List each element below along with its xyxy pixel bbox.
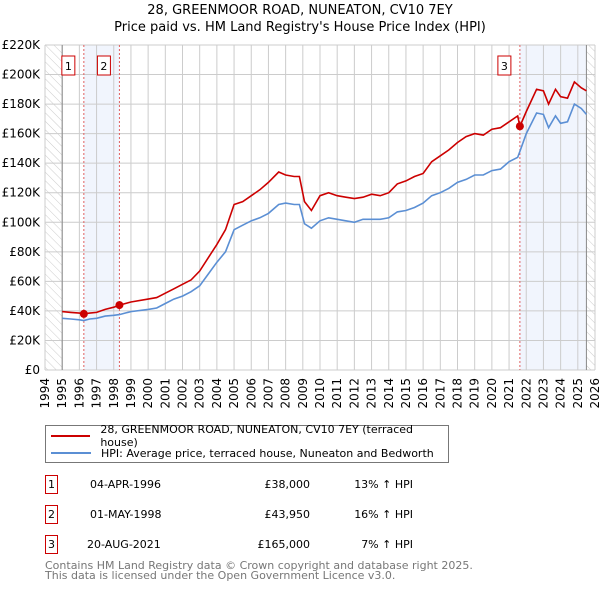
sale-badge-box [61, 55, 76, 76]
x-tick-label: 1997 [90, 378, 104, 409]
ownership-shade [519, 45, 587, 370]
y-tick-label: £0 [25, 363, 40, 377]
sale-date: 20-AUG-2021 [87, 538, 161, 551]
x-tick-label: 2026 [588, 378, 600, 409]
sale-badge: 1 [45, 475, 58, 494]
x-tick-label: 2007 [261, 378, 275, 409]
x-tick-label: 2004 [210, 378, 224, 409]
no-data-region [586, 45, 595, 370]
sale-hpi: 13% ↑ HPI [354, 478, 413, 491]
series-line [62, 80, 587, 315]
x-tick-label: 2021 [502, 378, 516, 409]
x-tick-label: 1999 [124, 378, 138, 409]
x-tick-label: 2005 [227, 378, 241, 409]
sale-point [79, 309, 88, 318]
x-tick-label: 2023 [536, 378, 550, 409]
y-tick-label: £80K [9, 245, 41, 259]
x-tick-label: 2009 [296, 378, 310, 409]
x-tick-label: 2025 [571, 378, 585, 409]
chart-subtitle: Price paid vs. HM Land Registry's House … [114, 20, 486, 35]
x-tick-label: 2002 [176, 378, 190, 409]
y-tick-label: £140K [2, 156, 42, 170]
x-tick-label: 2011 [330, 378, 344, 409]
price-chart: £0 £20K £40K £60K £80K £100K £120K £140K £160K £1… [2, 38, 600, 409]
y-tick-label: £60K [9, 274, 41, 288]
legend-item-property: 28, GREENMOOR ROAD, NUNEATON, CV10 7EY (… [46, 423, 448, 449]
y-tick-label: £160K [2, 127, 42, 141]
chart-title: 28, GREENMOOR ROAD, NUNEATON, CV10 7EY [147, 3, 453, 18]
legend: 28, GREENMOOR ROAD, NUNEATON, CV10 7EY (… [45, 423, 449, 463]
x-tick-label: 2014 [382, 378, 396, 409]
y-tick-label: £20K [9, 333, 41, 347]
sale-badge-label: 3 [501, 60, 508, 73]
x-tick-label: 2006 [244, 378, 258, 409]
sale-date: 01-MAY-1998 [90, 508, 162, 521]
legend-swatch-red [51, 435, 91, 437]
legend-swatch-blue [51, 452, 91, 454]
y-tick-label: £200K [2, 68, 42, 82]
sale-badge: 2 [45, 505, 58, 524]
sale-price: £43,950 [264, 508, 311, 521]
legend-label: 28, GREENMOOR ROAD, NUNEATON, CV10 7EY (… [100, 423, 414, 449]
x-tick-label: 1994 [38, 378, 52, 409]
table-row: 1 04-APR-1996 £38,000 13% ↑ HPI [45, 475, 465, 495]
x-tick-label: 2013 [365, 378, 379, 409]
sale-badge-label: 1 [65, 60, 72, 73]
y-tick-label: £100K [2, 215, 42, 229]
x-tick-label: 2022 [519, 378, 533, 409]
y-tick-label: £220K [2, 38, 42, 52]
x-tick-label: 2016 [416, 378, 430, 409]
y-tick-label: £40K [9, 304, 41, 318]
x-tick-label: 2015 [399, 378, 413, 409]
sale-point [515, 122, 524, 131]
x-tick-label: 2000 [141, 378, 155, 409]
x-tick-label: 2020 [485, 378, 499, 409]
y-tick-label: £180K [2, 97, 42, 111]
x-tick-label: 2010 [313, 378, 327, 409]
x-tick-label: 1998 [107, 378, 121, 409]
sale-hpi: 7% ↑ HPI [361, 538, 413, 551]
x-tick-label: 2024 [554, 378, 568, 409]
table-row: 3 20-AUG-2021 £165,000 7% ↑ HPI [45, 535, 465, 555]
footer-licence: This data is licensed under the Open Gov… [45, 569, 396, 582]
y-tick-label: £120K [2, 186, 42, 200]
legend-label: HPI: Average price, terraced house, Nune… [101, 446, 434, 460]
x-tick-label: 2001 [158, 378, 172, 409]
sale-badge-box [96, 55, 111, 76]
sale-point [115, 301, 124, 310]
x-tick-label: 2018 [451, 378, 465, 409]
x-tick-label: 1996 [72, 378, 86, 409]
footer-copyright: Contains HM Land Registry data © Crown c… [45, 559, 473, 572]
no-data-region [45, 45, 63, 370]
x-tick-label: 1995 [55, 378, 69, 409]
sale-price: £165,000 [257, 538, 311, 551]
series-line [62, 102, 588, 322]
x-tick-label: 2003 [193, 378, 207, 409]
table-row: 2 01-MAY-1998 £43,950 16% ↑ HPI [45, 505, 465, 525]
sale-badge-label: 2 [100, 60, 107, 73]
sale-hpi: 16% ↑ HPI [354, 508, 413, 521]
sale-badge: 3 [45, 535, 58, 554]
x-tick-label: 2012 [347, 378, 361, 409]
x-tick-label: 2017 [433, 378, 447, 409]
x-tick-label: 2008 [279, 378, 293, 409]
sale-badge-box [497, 55, 512, 76]
sale-price: £38,000 [264, 478, 311, 491]
x-tick-label: 2019 [468, 378, 482, 409]
footer: Contains HM Land Registry data © Crown c… [45, 559, 473, 582]
legend-item-hpi: HPI: Average price, terraced house, Nune… [46, 445, 434, 461]
sale-date: 04-APR-1996 [90, 478, 162, 491]
